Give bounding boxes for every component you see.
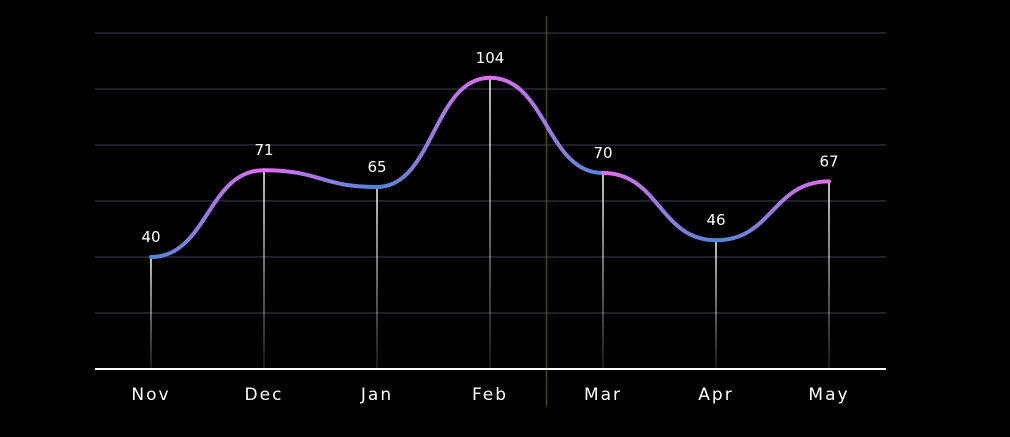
data-label: 71 [254,141,273,159]
x-tick-label: Jan [360,385,393,405]
x-tick-label: Nov [131,385,170,405]
data-label: 65 [367,158,386,176]
drop-line [828,181,830,369]
drop-lines [150,77,830,370]
drop-line [376,187,378,369]
series-line-segment [601,171,718,243]
data-label: 67 [819,152,838,170]
series-line-segment [488,75,605,175]
drop-line [263,170,265,369]
series-line-segment [714,179,831,243]
x-tick-label: May [808,385,849,405]
data-label: 46 [706,211,725,229]
x-tick-labels: Nov Dec Jan Feb Mar Apr May [131,385,849,405]
drop-line [150,257,152,369]
series-line-segment [149,168,266,259]
drop-line [715,240,717,369]
x-tick-label: Dec [245,385,284,405]
data-labels: 40 71 65 104 70 46 67 [141,49,838,246]
data-label: 40 [141,228,160,246]
x-tick-label: Apr [698,385,733,405]
series-line-segment [375,75,492,189]
series-line [149,75,831,259]
series-line-segment [262,168,379,189]
x-tick-label: Feb [472,385,508,405]
drop-line [489,77,491,370]
data-label: 70 [593,144,612,162]
drop-line [602,173,604,369]
data-label: 104 [476,49,505,67]
x-tick-label: Mar [584,385,622,405]
